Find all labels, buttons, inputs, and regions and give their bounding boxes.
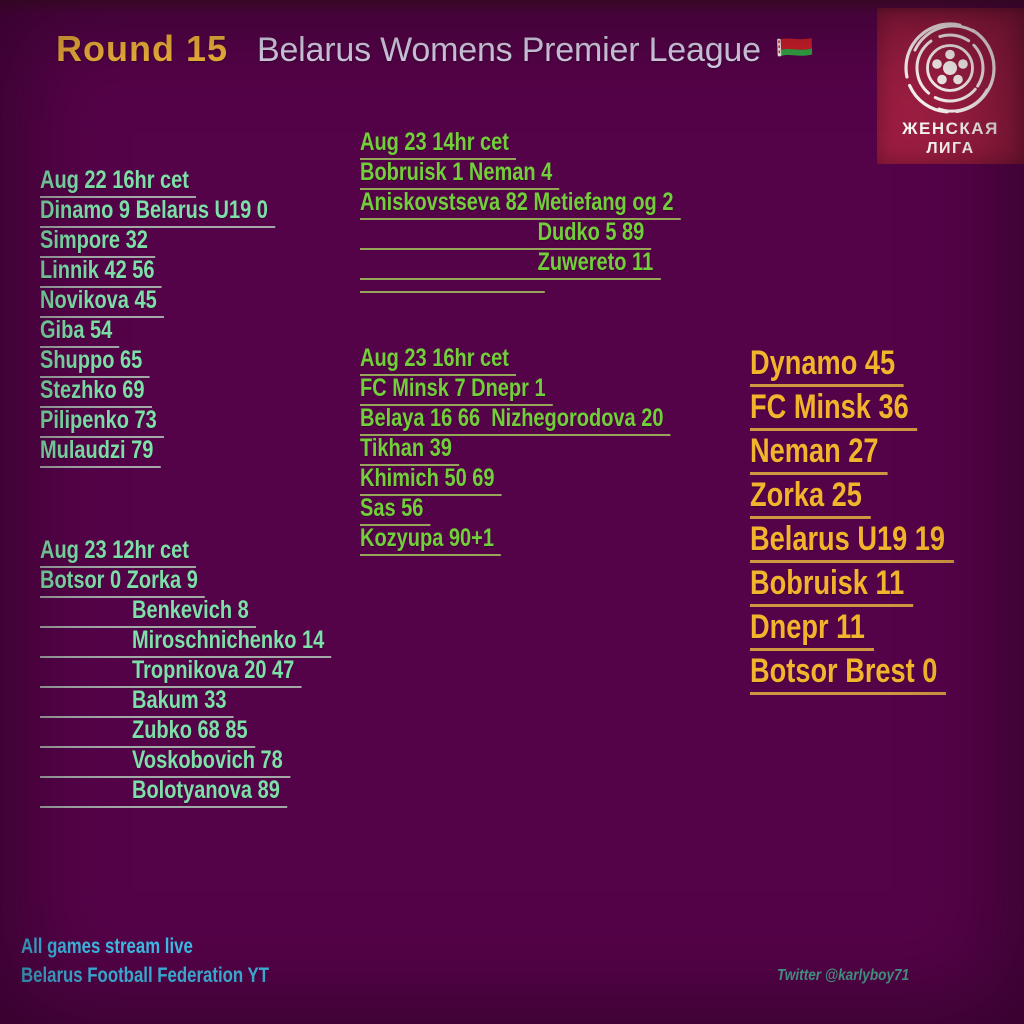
standings-row: Dynamo 45 bbox=[750, 346, 1005, 390]
match-line-text: Pilipenko 73 bbox=[40, 408, 164, 438]
match-line bbox=[360, 280, 761, 310]
standings-table: Dynamo 45 FC Minsk 36 Neman 27 Zorka 25 Bela… bbox=[750, 346, 1005, 698]
standings-row: Bobruisk 11 bbox=[750, 566, 1005, 610]
footer-stream-note: All games stream live bbox=[21, 935, 193, 958]
match-line: Sas 56 bbox=[360, 496, 748, 526]
match-line: Belaya 16 66 Nizhegorodova 20 bbox=[360, 406, 748, 436]
match-line-text: Belaya 16 66 Nizhegorodova 20 bbox=[360, 406, 671, 436]
logo-ball-icon bbox=[926, 44, 974, 92]
match-line: Aniskovstseva 82 Metiefang og 2 bbox=[360, 190, 761, 220]
match-line-text: Zubko 68 85 bbox=[40, 718, 255, 748]
match-block-aug23-14hr: Aug 23 14hr cet Bobruisk 1 Neman 4 Aniskov… bbox=[360, 130, 761, 310]
standings-row-text: Neman 27 bbox=[750, 434, 888, 475]
match-line-text: Zuwereto 11 bbox=[360, 250, 661, 280]
match-line-text: Bolotyanova 89 bbox=[40, 778, 288, 808]
match-line-text: Novikova 45 bbox=[40, 288, 164, 318]
match-line-text: Aug 23 14hr cet bbox=[360, 130, 517, 160]
match-line: Aug 23 12hr cet bbox=[40, 538, 404, 568]
match-line-text: Khimich 50 69 bbox=[360, 466, 502, 496]
match-line: Botsor 0 Zorka 9 bbox=[40, 568, 404, 598]
match-line: Tropnikova 20 47 bbox=[40, 658, 404, 688]
match-line-text: Bobruisk 1 Neman 4 bbox=[360, 160, 560, 190]
standings-row: Zorka 25 bbox=[750, 478, 1005, 522]
match-line: Kozyupa 90+1 bbox=[360, 526, 748, 556]
standings-row-text: Botsor Brest 0 bbox=[750, 654, 947, 695]
match-line-text: Shuppo 65 bbox=[40, 348, 150, 378]
match-line: Zubko 68 85 bbox=[40, 718, 404, 748]
match-line-text: Aug 23 12hr cet bbox=[40, 538, 197, 568]
match-line: Stezhko 69 bbox=[40, 378, 334, 408]
match-line: Bobruisk 1 Neman 4 bbox=[360, 160, 761, 190]
match-line-text: Giba 54 bbox=[40, 318, 120, 348]
match-line: Tikhan 39 bbox=[360, 436, 748, 466]
match-line: Aug 22 16hr cet bbox=[40, 168, 334, 198]
match-line-text: Sas 56 bbox=[360, 496, 431, 526]
match-block-aug23-12hr: Aug 23 12hr cet Botsor 0 Zorka 9 Benkevich… bbox=[40, 538, 404, 808]
logo-text-line1: ЖЕНСКАЯ bbox=[901, 119, 999, 138]
match-line: Dudko 5 89 bbox=[360, 220, 761, 250]
page-title-text: Belarus Womens Premier League bbox=[257, 31, 761, 69]
match-line: Zuwereto 11 bbox=[360, 250, 761, 280]
logo-rose-icon bbox=[904, 22, 996, 114]
match-line: Mulaudzi 79 bbox=[40, 438, 334, 468]
match-line: Shuppo 65 bbox=[40, 348, 334, 378]
match-line-text: Kozyupa 90+1 bbox=[360, 526, 502, 556]
standings-row: Botsor Brest 0 bbox=[750, 654, 1005, 698]
match-line: Benkevich 8 bbox=[40, 598, 404, 628]
footer-stream-info: All games stream live Belarus Football F… bbox=[21, 932, 331, 990]
standings-row-text: Dnepr 11 bbox=[750, 610, 874, 651]
logo-text-line2: ЛИГА bbox=[926, 140, 974, 157]
match-block-aug23-16hr: Aug 23 16hr cet FC Minsk 7 Dnepr 1 Belaya … bbox=[360, 346, 748, 556]
match-line: Dinamo 9 Belarus U19 0 bbox=[40, 198, 334, 228]
match-line-text: Bakum 33 bbox=[40, 688, 234, 718]
standings-row: Belarus U19 19 bbox=[750, 522, 1005, 566]
footer-channel: Belarus Football Federation YT bbox=[21, 964, 269, 987]
league-logo: ЖЕНСКАЯ ЛИГА bbox=[877, 8, 1024, 164]
match-line-text: FC Minsk 7 Dnepr 1 bbox=[360, 376, 553, 406]
match-line-text: Linnik 42 56 bbox=[40, 258, 162, 288]
match-line: Voskobovich 78 bbox=[40, 748, 404, 778]
match-block-aug22-16hr: Aug 22 16hr cet Dinamo 9 Belarus U19 0 Sim… bbox=[40, 168, 334, 468]
match-line: Pilipenko 73 bbox=[40, 408, 334, 438]
match-line-text: Aug 23 16hr cet bbox=[360, 346, 517, 376]
match-line-text: Tikhan 39 bbox=[360, 436, 460, 466]
match-line-text bbox=[360, 288, 545, 293]
match-line-text: Benkevich 8 bbox=[40, 598, 256, 628]
standings-row-text: Zorka 25 bbox=[750, 478, 871, 519]
match-line: Novikova 45 bbox=[40, 288, 334, 318]
match-line-text: Simpore 32 bbox=[40, 228, 156, 258]
match-line: Khimich 50 69 bbox=[360, 466, 748, 496]
match-line: Miroschnichenko 14 bbox=[40, 628, 404, 658]
match-line: Bakum 33 bbox=[40, 688, 404, 718]
match-line-text: Aug 22 16hr cet bbox=[40, 168, 197, 198]
match-line: Linnik 42 56 bbox=[40, 258, 334, 288]
match-line-text: Aniskovstseva 82 Metiefang og 2 bbox=[360, 190, 681, 220]
match-line: Bolotyanova 89 bbox=[40, 778, 404, 808]
match-line: Simpore 32 bbox=[40, 228, 334, 258]
page-title: Belarus Womens Premier League bbox=[257, 31, 815, 70]
match-line: Aug 23 14hr cet bbox=[360, 130, 761, 160]
standings-row-text: Dynamo 45 bbox=[750, 346, 904, 387]
match-line-text: Stezhko 69 bbox=[40, 378, 152, 408]
standings-row: Dnepr 11 bbox=[750, 610, 1005, 654]
match-line-text: Tropnikova 20 47 bbox=[40, 658, 302, 688]
standings-row-text: FC Minsk 36 bbox=[750, 390, 918, 431]
match-line-text: Dudko 5 89 bbox=[360, 220, 652, 250]
match-line: Giba 54 bbox=[40, 318, 334, 348]
match-line: FC Minsk 7 Dnepr 1 bbox=[360, 376, 748, 406]
belarus-flag-icon bbox=[775, 35, 815, 65]
round-label: Round 15 bbox=[56, 28, 229, 69]
match-line-text: Dinamo 9 Belarus U19 0 bbox=[40, 198, 276, 228]
standings-row-text: Belarus U19 19 bbox=[750, 522, 954, 563]
standings-row-text: Bobruisk 11 bbox=[750, 566, 913, 607]
match-line-text: Miroschnichenko 14 bbox=[40, 628, 332, 658]
match-line-text: Botsor 0 Zorka 9 bbox=[40, 568, 206, 598]
twitter-handle: Twitter @karlyboy71 bbox=[777, 967, 910, 984]
match-line: Aug 23 16hr cet bbox=[360, 346, 748, 376]
standings-row: FC Minsk 36 bbox=[750, 390, 1005, 434]
match-line-text: Voskobovich 78 bbox=[40, 748, 290, 778]
standings-row: Neman 27 bbox=[750, 434, 1005, 478]
match-line-text: Mulaudzi 79 bbox=[40, 438, 161, 468]
